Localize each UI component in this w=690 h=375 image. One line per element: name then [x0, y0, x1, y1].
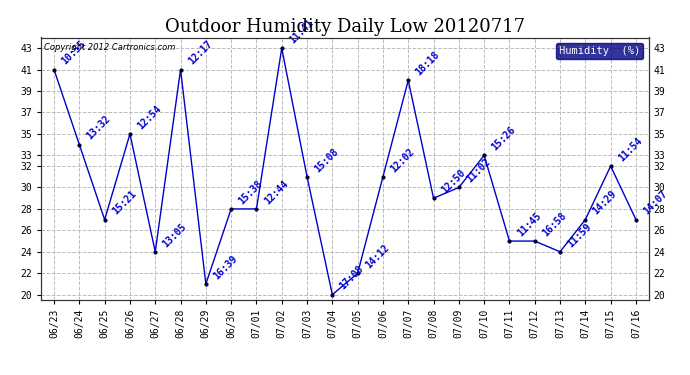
- Text: 14:12: 14:12: [363, 243, 391, 270]
- Text: 15:38: 15:38: [237, 178, 264, 206]
- Text: 11:59: 11:59: [566, 221, 593, 249]
- Text: 18:18: 18:18: [414, 50, 442, 78]
- Text: 14:29: 14:29: [591, 189, 619, 217]
- Text: 15:26: 15:26: [490, 125, 518, 153]
- Text: 12:44: 12:44: [262, 178, 290, 206]
- Text: 12:54: 12:54: [135, 103, 164, 131]
- Legend: Humidity  (%): Humidity (%): [556, 43, 643, 59]
- Text: 10:55: 10:55: [59, 39, 88, 67]
- Text: Copyright 2012 Cartronics.com: Copyright 2012 Cartronics.com: [44, 43, 176, 52]
- Text: 11:41: 11:41: [287, 18, 315, 45]
- Text: 13:05: 13:05: [161, 221, 188, 249]
- Text: 11:02: 11:02: [464, 157, 492, 185]
- Text: 11:45: 11:45: [515, 210, 543, 238]
- Text: 15:21: 15:21: [110, 189, 138, 217]
- Text: 11:54: 11:54: [616, 135, 644, 163]
- Text: 15:08: 15:08: [313, 146, 340, 174]
- Text: 16:39: 16:39: [211, 253, 239, 281]
- Text: 14:07: 14:07: [642, 189, 669, 217]
- Text: 17:08: 17:08: [338, 264, 366, 292]
- Title: Outdoor Humidity Daily Low 20120717: Outdoor Humidity Daily Low 20120717: [165, 18, 525, 36]
- Text: 12:02: 12:02: [388, 146, 416, 174]
- Text: 16:58: 16:58: [540, 210, 568, 238]
- Text: 12:17: 12:17: [186, 39, 214, 67]
- Text: 13:32: 13:32: [85, 114, 112, 142]
- Text: 12:50: 12:50: [439, 168, 467, 195]
